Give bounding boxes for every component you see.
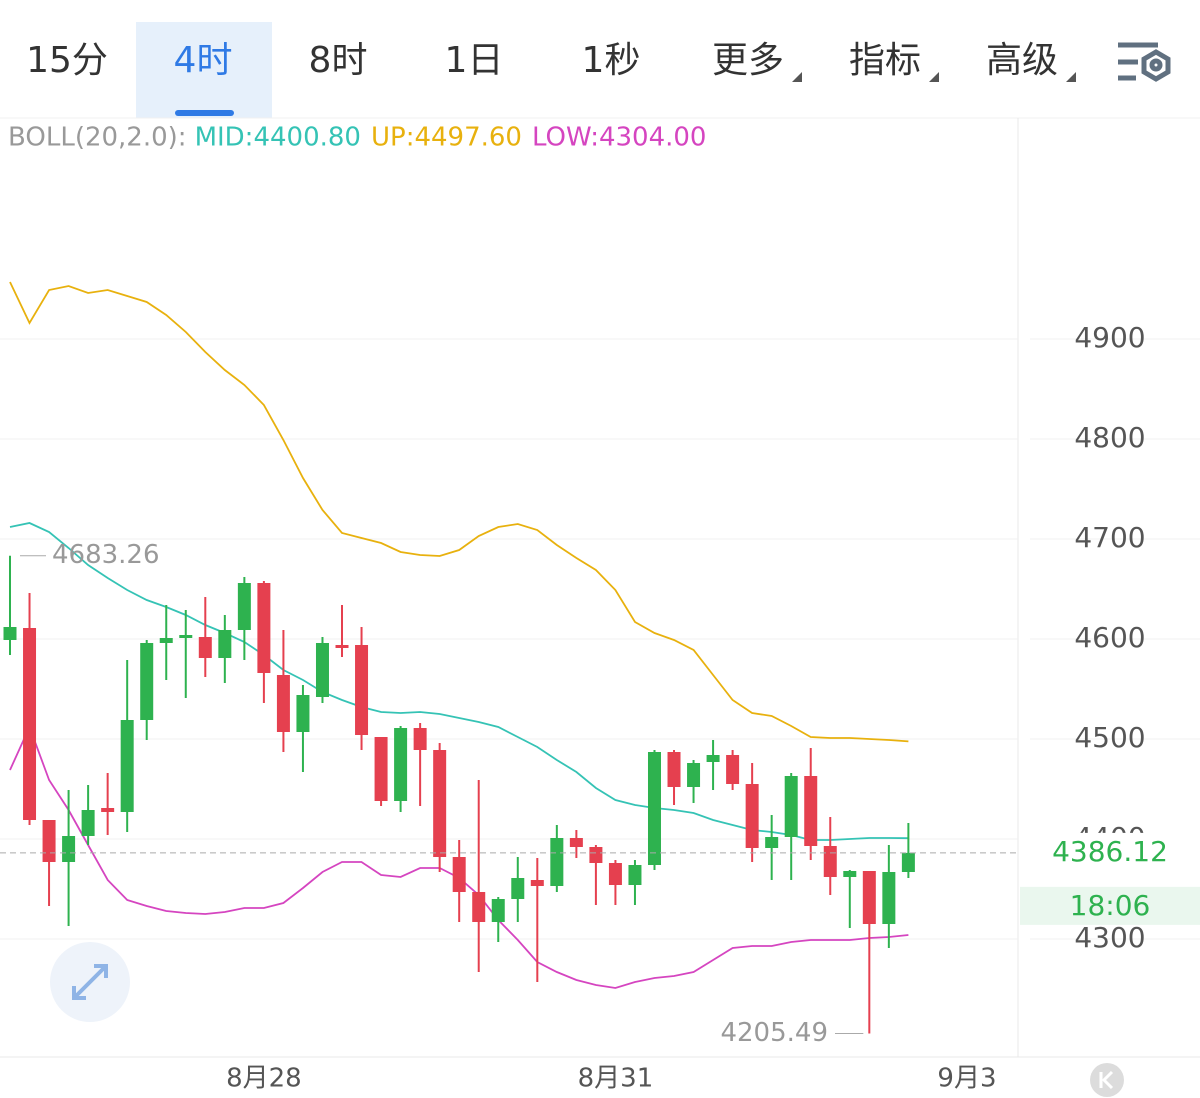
candle-body — [335, 645, 349, 648]
dropdown-arrow — [929, 72, 939, 82]
candle-body — [296, 695, 310, 732]
scroll-latest-button[interactable] — [1090, 1063, 1124, 1097]
candle-body — [667, 752, 681, 787]
candle-body — [374, 737, 388, 801]
active-tab-bg — [136, 22, 272, 118]
x-tick-label: 9月3 — [937, 1064, 996, 1094]
candle-body — [901, 852, 915, 872]
candle-body — [198, 637, 212, 658]
legend-name: MID: — [195, 123, 254, 153]
x-tick-label: 8月28 — [226, 1064, 302, 1094]
y-tick-label: 4800 — [1074, 421, 1145, 454]
candle-body — [823, 846, 837, 877]
y-tick-label: 4900 — [1074, 321, 1145, 354]
candle-body — [472, 892, 486, 922]
candle-body — [726, 755, 740, 784]
candle-body — [433, 750, 447, 857]
tab[interactable]: 指标 — [849, 40, 921, 81]
candle-body — [237, 583, 251, 630]
dropdown-arrow — [792, 72, 802, 82]
candle-body — [42, 820, 56, 862]
candle-body — [862, 871, 876, 924]
candle-body — [413, 728, 427, 750]
candle-body — [569, 838, 583, 847]
y-tick-label: 4500 — [1074, 721, 1145, 754]
tab[interactable]: 15分 — [26, 40, 108, 81]
candle-body — [394, 728, 408, 801]
tab[interactable]: 4时 — [174, 40, 233, 81]
candle-body — [784, 776, 798, 837]
countdown-box — [1020, 886, 1200, 925]
active-tab-underline — [175, 110, 234, 116]
candle-body — [3, 627, 17, 640]
boll-line — [9, 281, 909, 743]
candle-body — [62, 836, 76, 862]
y-tick-label: 4700 — [1074, 521, 1145, 554]
legend-name: LOW: — [532, 123, 599, 153]
candle-body — [101, 808, 115, 812]
candle-body — [647, 752, 661, 865]
candle-body — [315, 643, 329, 697]
countdown-label: 18:06 — [1070, 889, 1151, 922]
candle-body — [23, 628, 37, 820]
candle-body — [159, 638, 173, 643]
candle-body — [179, 635, 193, 638]
x-tick-label: 8月31 — [578, 1064, 654, 1094]
settings-icon[interactable] — [1118, 42, 1171, 82]
candle-body — [706, 755, 720, 762]
candle-body — [530, 880, 544, 886]
tab[interactable]: 1日 — [445, 40, 504, 81]
tab[interactable]: 更多 — [712, 40, 784, 81]
candle-body — [355, 645, 369, 735]
legend-name: UP: — [371, 123, 414, 153]
candle-body — [745, 784, 759, 848]
tab[interactable]: 8时 — [309, 40, 368, 81]
y-tick-label: 4300 — [1074, 921, 1145, 954]
candle-body — [804, 776, 818, 846]
last-price-box — [1020, 832, 1200, 873]
candle-body — [511, 878, 525, 899]
candle-body — [491, 899, 505, 922]
legend-value: 4497.60 — [414, 123, 522, 153]
candle-body — [120, 720, 134, 812]
candle-body — [81, 810, 95, 836]
dropdown-arrow — [1066, 72, 1076, 82]
high-marker-label: 4683.26 — [52, 540, 160, 570]
candle-body — [257, 583, 271, 673]
low-marker-label: 4205.49 — [720, 1018, 828, 1048]
legend-value: 4400.80 — [253, 123, 361, 153]
candle-body — [882, 872, 896, 924]
tab[interactable]: 1秒 — [582, 40, 641, 81]
last-price-label: 4386.12 — [1052, 835, 1168, 868]
y-tick-label: 4600 — [1074, 621, 1145, 654]
candle-body — [218, 630, 232, 658]
candle-body — [550, 838, 564, 886]
candle-body — [140, 643, 154, 720]
candle-body — [843, 871, 857, 877]
tab[interactable]: 高级 — [986, 40, 1058, 81]
candle-body — [589, 847, 603, 863]
candle-body — [452, 857, 466, 892]
candle-body — [765, 837, 779, 848]
legend-value: 4304.00 — [599, 123, 707, 153]
expand-button[interactable] — [50, 942, 130, 1022]
candle-body — [628, 865, 642, 885]
candle-body — [276, 675, 290, 732]
candle-body — [687, 763, 701, 787]
indicator-label: BOLL(20,2.0): — [8, 123, 187, 153]
candle-body — [608, 863, 622, 885]
